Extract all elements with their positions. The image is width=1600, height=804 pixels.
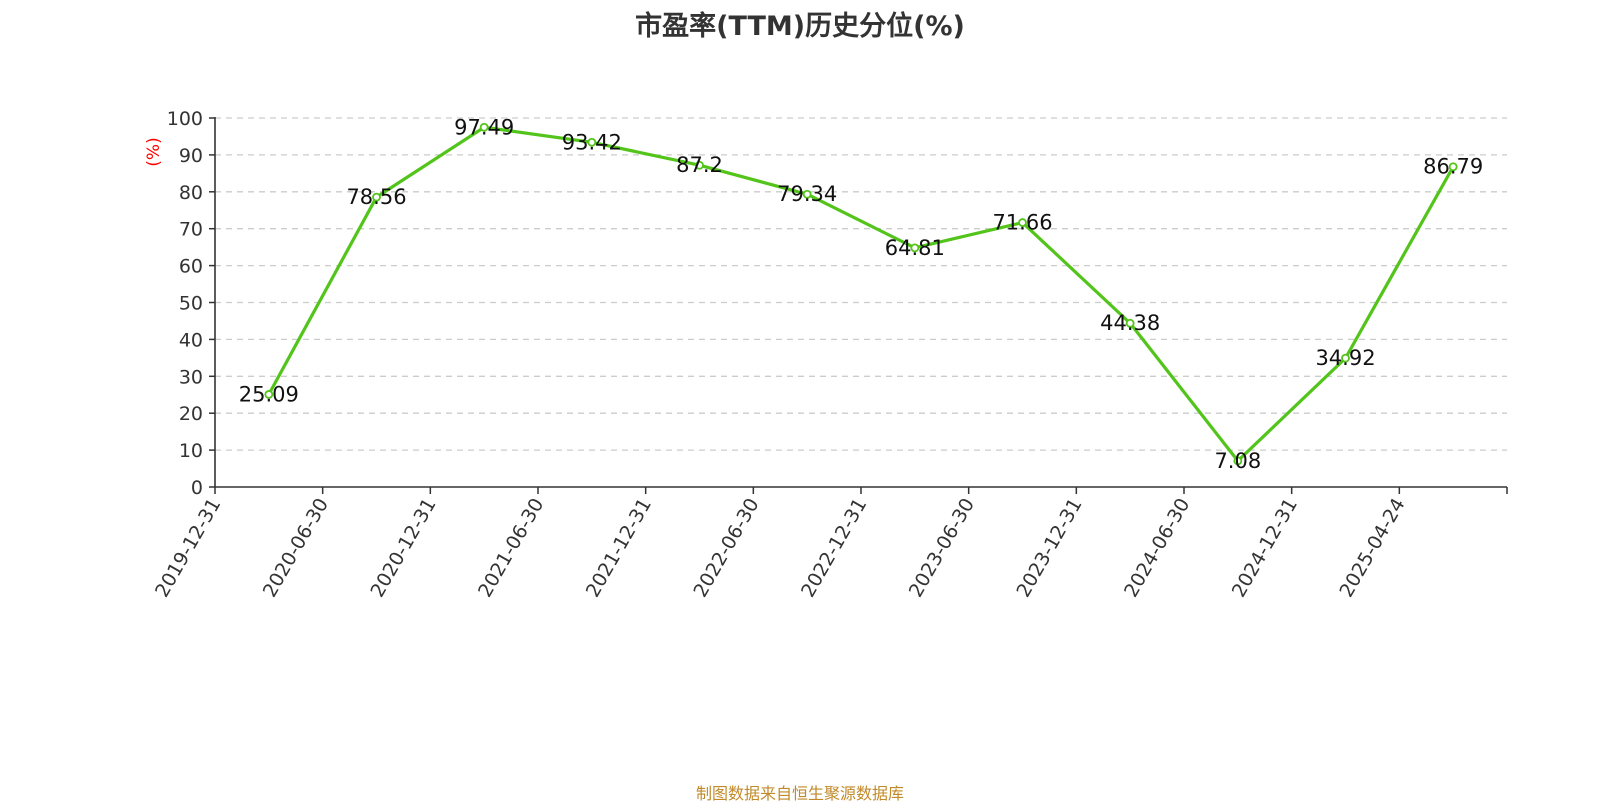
y-tick-label: 60 [179,256,203,278]
chart-title: 市盈率(TTM)历史分位(%) [635,11,965,42]
x-tick-label: 2021-12-31 [582,495,656,602]
data-label: 78.56 [346,185,406,209]
data-label: 44.38 [1100,311,1160,335]
data-label: 93.42 [562,130,622,154]
y-tick-label: 30 [179,366,203,388]
axes [214,117,1507,488]
x-tick-label: 2023-06-30 [905,495,979,602]
x-tick-label: 2019-12-31 [151,495,225,602]
x-tick-label: 2024-06-30 [1120,495,1194,602]
data-point [1233,456,1243,466]
x-tick-label: 2021-06-30 [474,495,548,602]
data-point [910,243,920,253]
data-point [1448,162,1458,172]
data-point [264,390,274,399]
y-tick-label: 50 [179,293,203,315]
data-label: 64.81 [885,236,945,260]
y-tick-label: 80 [179,182,203,204]
data-label: 97.49 [454,115,514,139]
data-point [372,192,381,202]
data-label: 34.92 [1315,346,1375,370]
x-tick-label: 2022-12-31 [797,495,871,602]
data-point [587,137,597,147]
data-labels: 25.09 78.56 97.49 93.42 87.2 79.34 64.81 71.66 4… [239,115,1483,473]
data-point [1018,218,1027,227]
data-point [479,122,489,132]
x-axis-ticks: 2019-12-31 2020-06-30 2020-12-31 2021-06-30… [151,487,1508,602]
x-tick-label: 2023-12-31 [1012,495,1086,602]
data-label: 86.79 [1423,155,1483,179]
data-point [1341,353,1350,363]
data-point [1125,318,1135,328]
y-tick-label: 100 [167,108,203,130]
x-tick-label: 2020-12-31 [366,495,440,602]
data-label: 71.66 [992,211,1052,235]
x-tick-label: 2024-12-31 [1228,495,1302,602]
y-axis-label: (%) [144,137,164,166]
y-tick-label: 20 [179,403,203,425]
x-tick-label: 2022-06-30 [689,495,763,602]
y-tick-label: 90 [179,145,203,167]
data-label: 87.2 [676,153,723,177]
series-layer [264,122,1458,466]
y-tick-label: 0 [191,477,203,499]
series-line [267,125,1455,463]
data-point [695,160,704,170]
data-label: 25.09 [239,382,299,406]
y-axis-ticks: 0 10 20 30 40 50 60 70 80 90 100 [167,108,215,499]
data-label: 79.34 [777,182,837,206]
data-label: 7.08 [1214,449,1261,473]
grid-lines [215,117,1507,451]
x-tick-label: 2020-06-30 [259,495,333,602]
y-tick-label: 40 [179,329,203,351]
y-tick-label: 70 [179,219,203,241]
x-tick-label: 2025-04-24 [1335,495,1409,602]
source-footer: 制图数据来自恒生聚源数据库 [695,784,904,803]
y-tick-label: 10 [179,440,203,462]
data-point [802,189,812,199]
